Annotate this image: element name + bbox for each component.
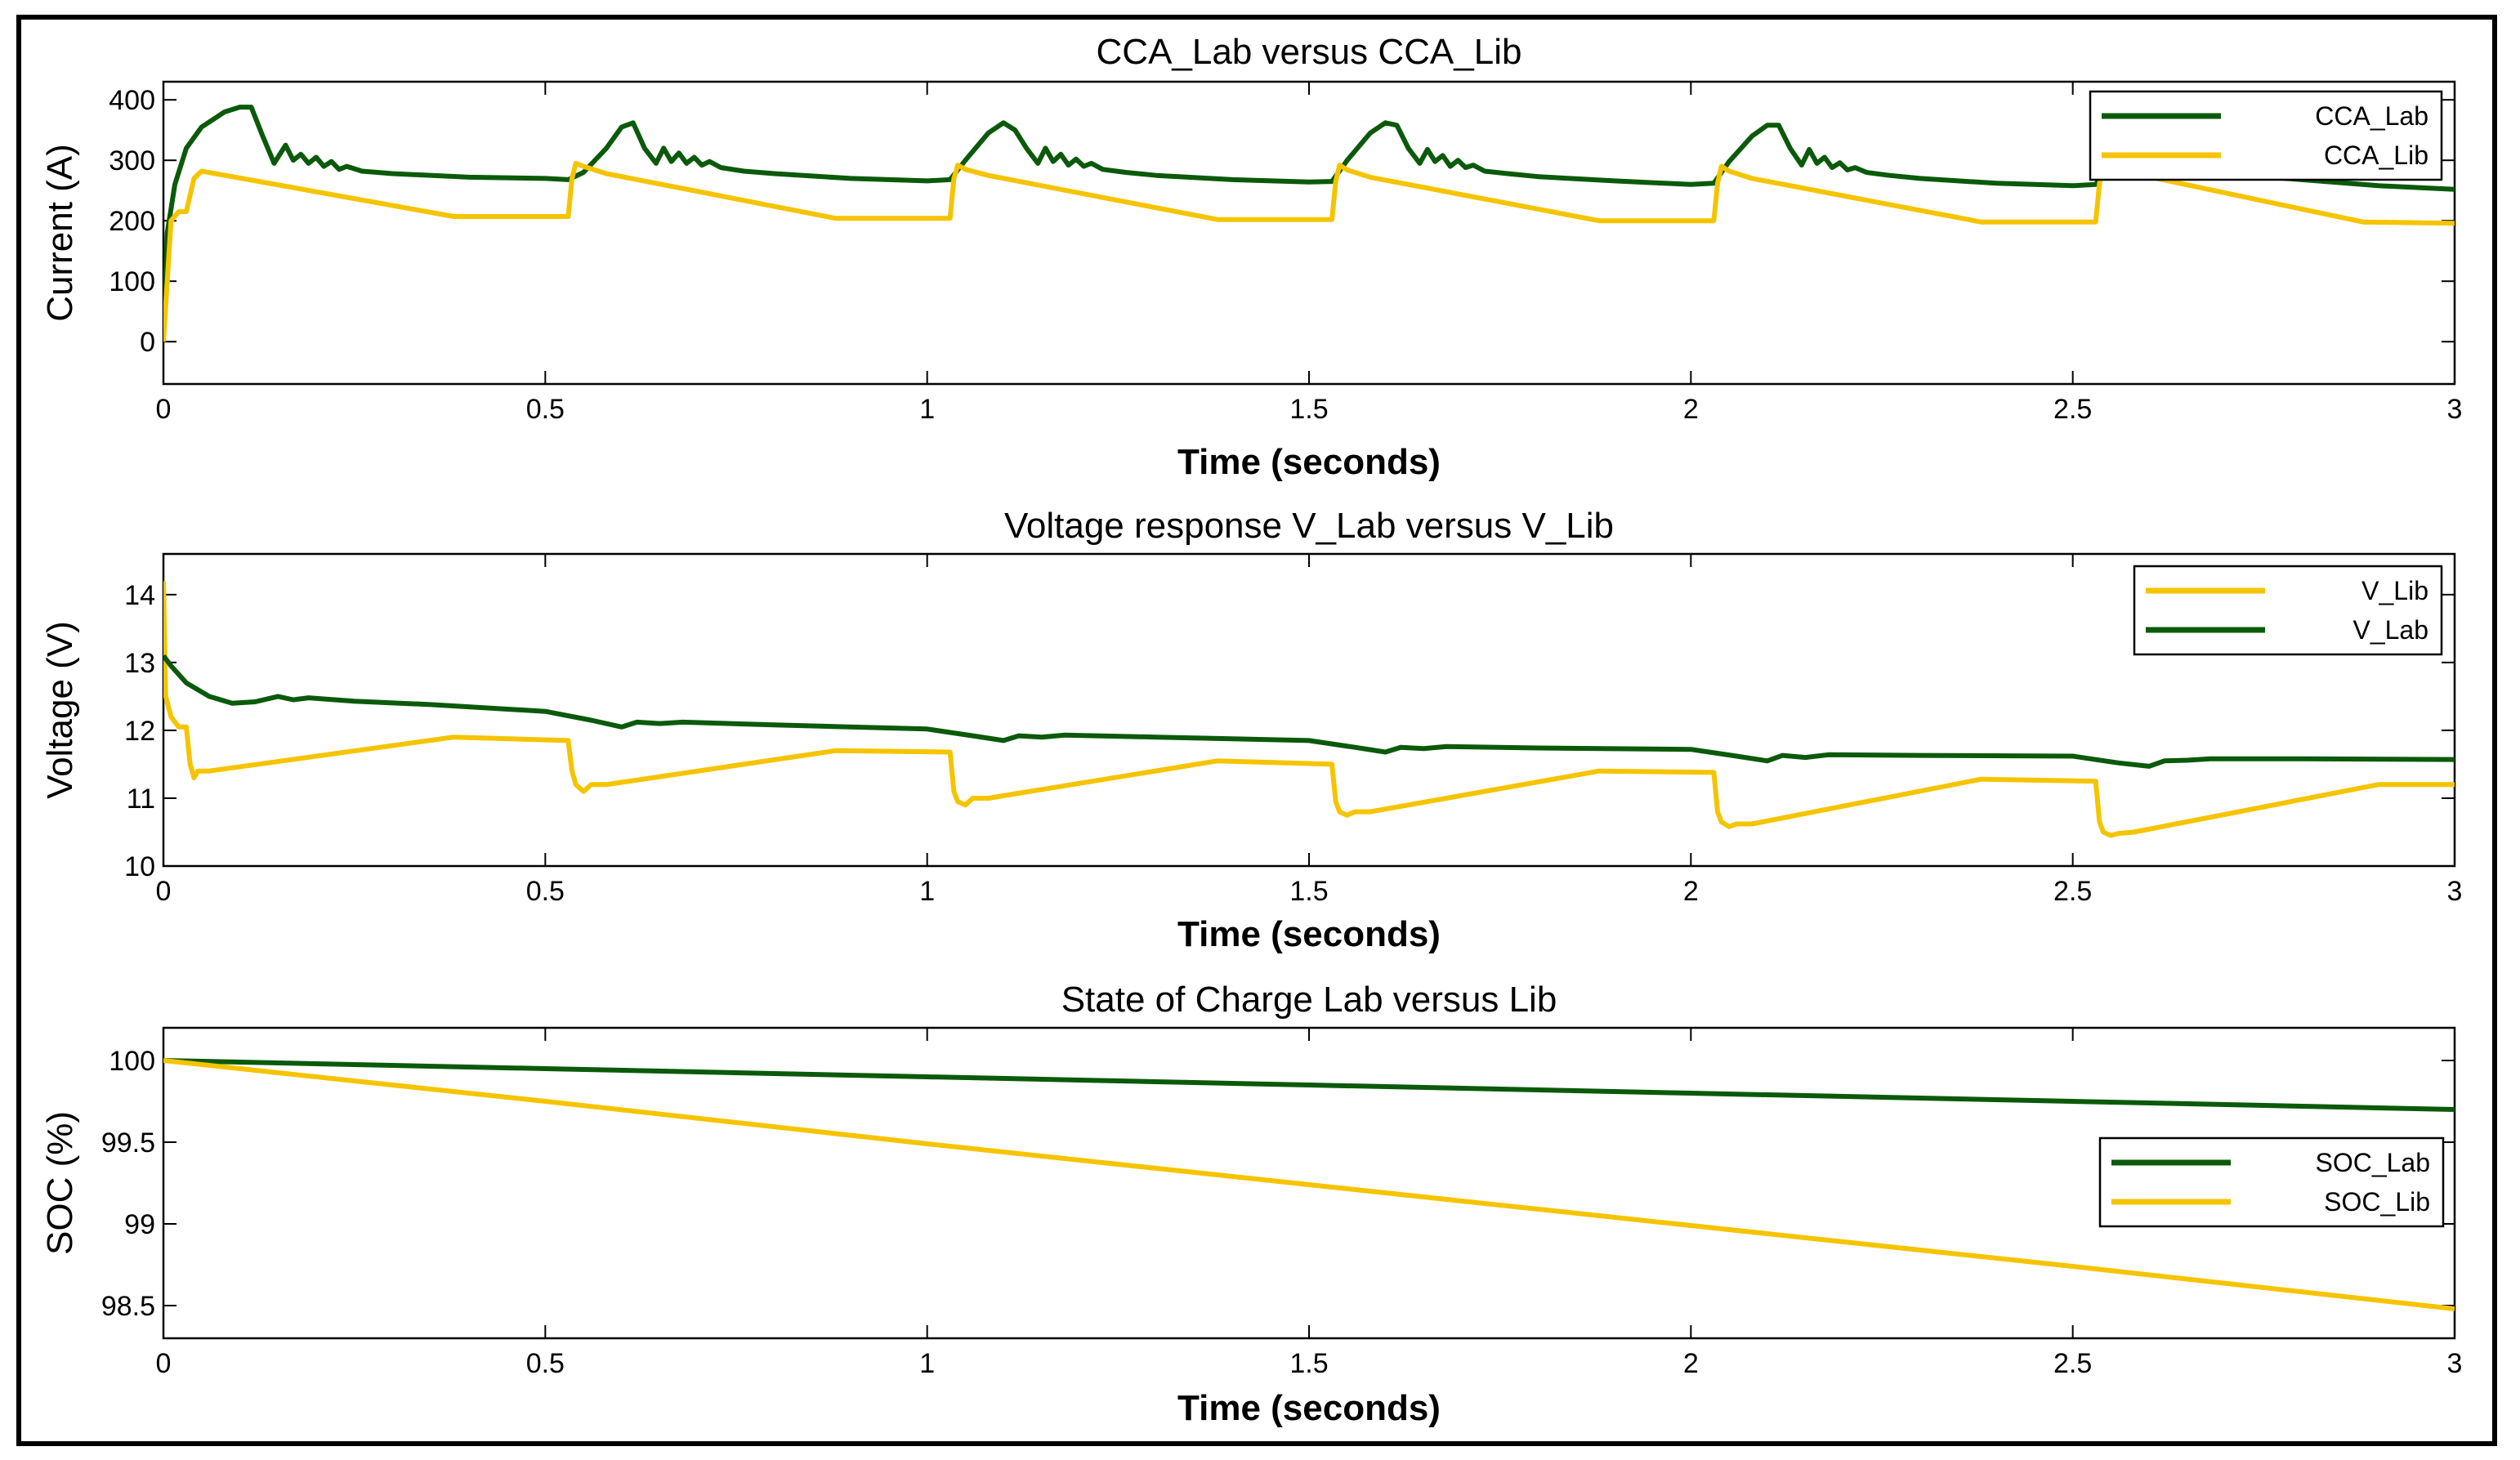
chart-title: CCA_Lab versus CCA_Lib <box>1097 32 1522 72</box>
y-tick-label: 99.5 <box>101 1127 155 1159</box>
y-tick-label: 0 <box>140 327 155 358</box>
x-tick-label: 2.5 <box>2053 876 2092 907</box>
y-axis-label: SOC (%) <box>40 1111 80 1255</box>
y-tick-label: 400 <box>109 85 155 116</box>
series-line-soc-lib <box>163 1058 2455 1311</box>
chart-title: Voltage response V_Lab versus V_Lib <box>1004 506 1614 546</box>
x-tick-label: 1.5 <box>1289 1348 1328 1379</box>
legend-box <box>2133 565 2443 656</box>
chart-panel-2: 0 0.5 1 1.5 2 2.5 3 10 11 12 13 14 Voltage response … <box>40 506 2462 954</box>
chart-panel-3: 0 0.5 1 1.5 2 2.5 3 98.5 99 99.5 100 State of Charg… <box>40 980 2462 1428</box>
x-tick-label: 1.5 <box>1289 394 1328 425</box>
legend: V_Lib V_Lab <box>2133 565 2443 656</box>
y-tick-label: 100 <box>109 1046 155 1077</box>
legend: CCA_Lab CCA_Lib <box>2089 90 2443 181</box>
y-tick-label: 10 <box>124 851 155 882</box>
x-axis-label: Time (seconds) <box>1177 442 1441 482</box>
y-tick-label: 300 <box>109 145 155 176</box>
chart-panel-1: 0 0.5 1 1.5 2 2.5 3 0 100 200 300 400 CCA_Lab versus… <box>40 32 2462 482</box>
x-tick-label: 3 <box>2447 394 2463 425</box>
x-tick-label: 2.5 <box>2053 1348 2092 1379</box>
x-axis-label: Time (seconds) <box>1177 1388 1441 1428</box>
x-tick-label: 0.5 <box>526 1348 565 1379</box>
y-tick-label: 12 <box>124 716 155 747</box>
x-tick-label: 2.5 <box>2053 394 2092 425</box>
y-tick-label: 98.5 <box>101 1291 155 1322</box>
x-tick-label: 0.5 <box>526 394 565 425</box>
legend-box <box>2098 1136 2445 1228</box>
y-tick-label: 100 <box>109 266 155 297</box>
x-tick-label: 0 <box>156 394 172 425</box>
series-line-v-lib <box>163 581 2455 838</box>
x-tick-label: 1.5 <box>1289 876 1328 907</box>
x-tick-label: 2 <box>1683 1348 1699 1379</box>
y-axis-label: Current (A) <box>40 144 80 322</box>
legend-label: V_Lib <box>2361 576 2428 605</box>
y-tick-label: 14 <box>124 580 155 611</box>
legend-label: SOC_Lab <box>2315 1148 2430 1177</box>
x-tick-label: 0 <box>156 1348 172 1379</box>
y-tick-label: 11 <box>127 784 155 815</box>
x-tick-label: 1 <box>919 394 935 425</box>
y-tick-label: 200 <box>109 206 155 237</box>
x-axis-label: Time (seconds) <box>1177 914 1441 954</box>
series-line-soc-lab <box>163 1058 2455 1112</box>
y-tick-label: 99 <box>124 1209 155 1240</box>
legend-label: CCA_Lab <box>2315 101 2428 131</box>
x-tick-label: 0 <box>156 876 172 907</box>
series-line-cca-lib <box>163 160 2455 342</box>
y-tick-label: 13 <box>124 648 155 679</box>
legend-box <box>2089 90 2443 181</box>
x-tick-label: 1 <box>919 876 935 907</box>
x-tick-label: 2 <box>1683 394 1699 425</box>
x-tick-label: 1 <box>919 1348 935 1379</box>
x-tick-label: 0.5 <box>526 876 565 907</box>
legend-label: SOC_Lib <box>2324 1187 2430 1217</box>
series-line-v-lab <box>163 654 2455 769</box>
x-tick-label: 2 <box>1683 876 1699 907</box>
plot-area <box>162 80 2456 386</box>
y-axis-label: Voltage (V) <box>40 621 80 799</box>
chart-title: State of Charge Lab versus Lib <box>1061 980 1557 1020</box>
series-line-cca-lab <box>163 105 2455 342</box>
legend-label: CCA_Lib <box>2324 141 2428 170</box>
legend: SOC_Lab SOC_Lib <box>2098 1136 2445 1228</box>
x-tick-label: 3 <box>2447 1348 2463 1379</box>
legend-label: V_Lab <box>2352 615 2428 645</box>
x-tick-label: 3 <box>2447 876 2463 907</box>
